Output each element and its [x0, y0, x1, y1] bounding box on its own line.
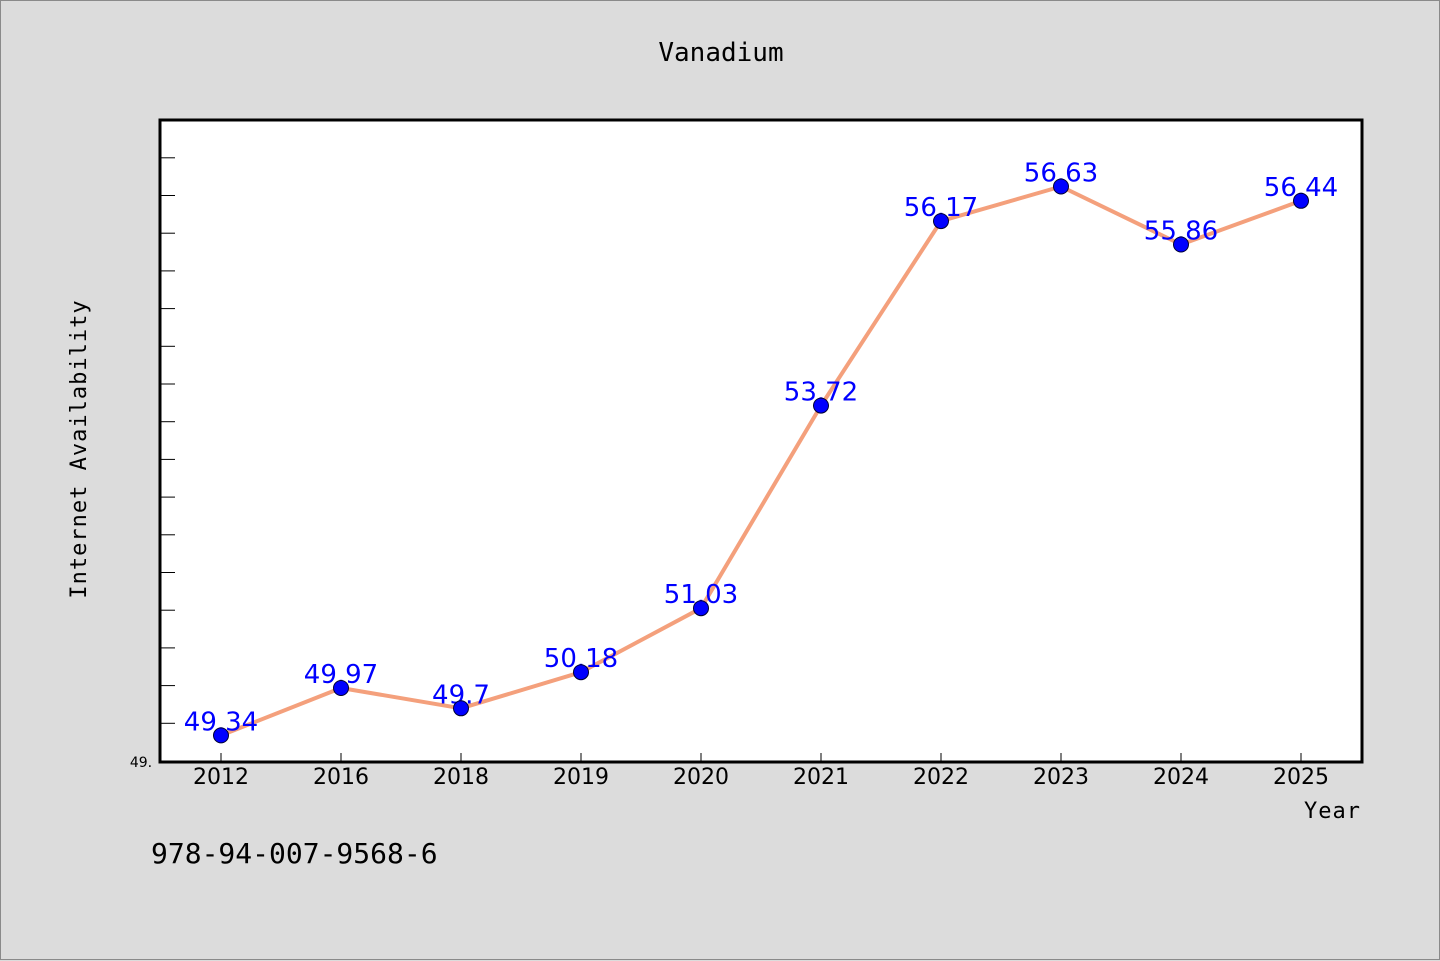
y-axis-label: Internet Availability: [67, 299, 92, 598]
data-point: [693, 600, 709, 617]
x-axis-label: Year: [1304, 799, 1361, 824]
x-tick-label: 2022: [913, 765, 969, 790]
x-tick-label: 2018: [433, 765, 489, 790]
data-point: [213, 727, 229, 744]
series-layer: [220, 184, 1302, 738]
x-tick-label: 2016: [313, 765, 369, 790]
data-point: [453, 700, 469, 717]
data-point: [813, 397, 829, 414]
series-line: [220, 184, 1302, 738]
data-point: [1293, 192, 1309, 209]
data-point: [573, 664, 589, 681]
data-point: [333, 680, 349, 696]
y-axis-ticks: [161, 157, 175, 724]
x-tick-label: 2023: [1033, 765, 1089, 790]
data-point: [933, 213, 949, 230]
x-tick-label: 2021: [793, 765, 849, 790]
x-tick-label: 2019: [553, 765, 609, 790]
x-tick-label: 2025: [1273, 765, 1329, 790]
x-tick-label: 2012: [193, 765, 249, 790]
x-axis-ticks: 2012 2016 2018 2019 2020 2021 2022 2023 2024 2025: [193, 753, 1329, 790]
x-tick-label: 2020: [673, 765, 729, 790]
caption: 978-94-007-9568-6: [151, 837, 438, 870]
data-labels-layer: 49.3449.9749.750.1851.0353.7256.1756.635…: [184, 159, 1338, 744]
data-point: [1173, 236, 1189, 253]
y-tick-label: 49.: [130, 755, 152, 771]
plot-area: [158, 118, 1364, 764]
data-point: [1053, 178, 1069, 195]
x-tick-label: 2024: [1153, 765, 1209, 790]
chart-title: Vanadium: [658, 38, 783, 68]
